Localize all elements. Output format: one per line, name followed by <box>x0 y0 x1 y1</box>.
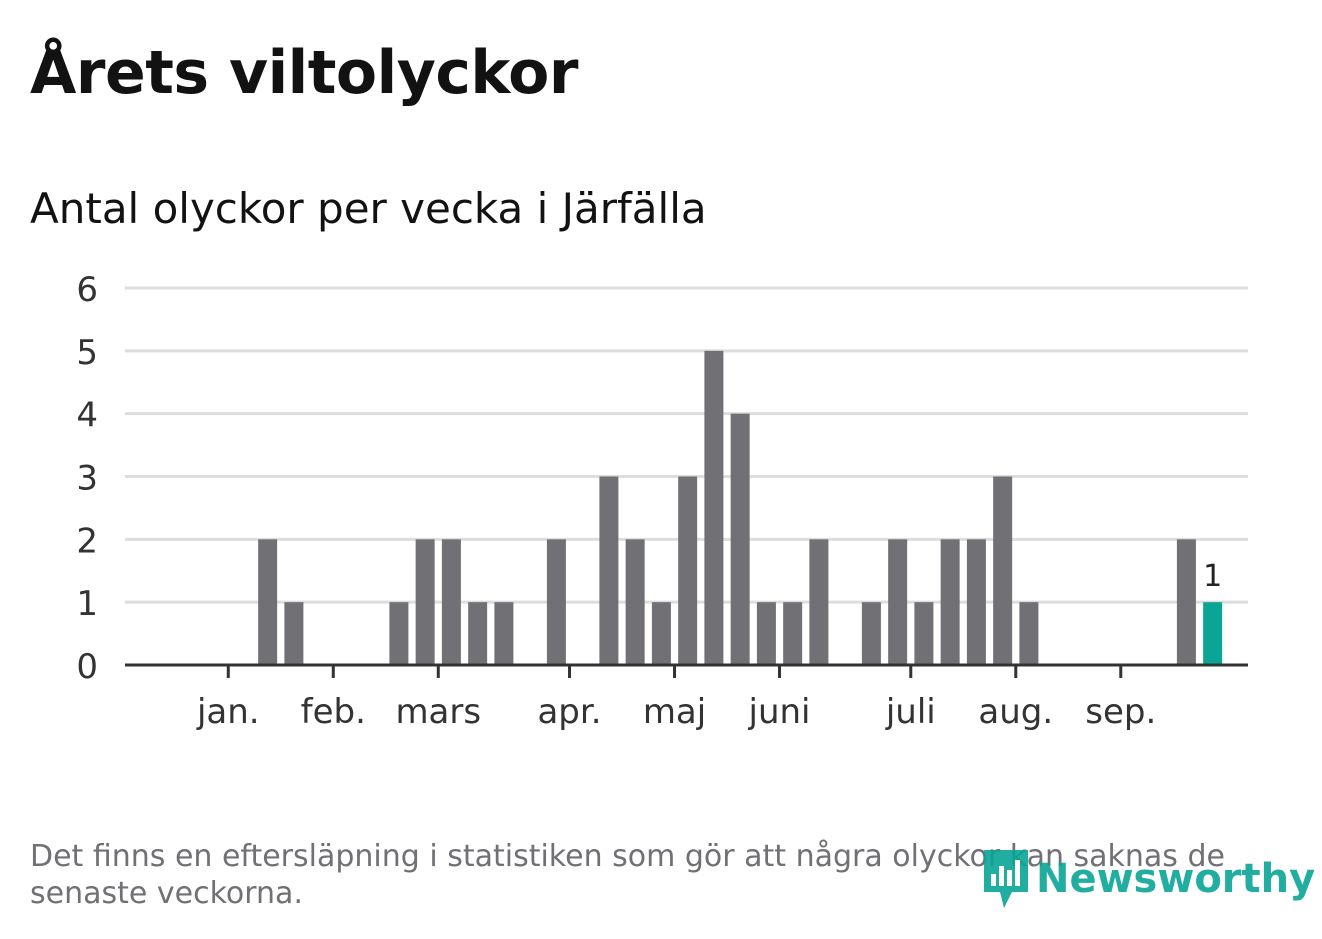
chart-subtitle: Antal olyckor per vecka i Järfälla <box>30 184 707 233</box>
y-tick-label: 3 <box>76 459 98 499</box>
bar <box>284 602 304 665</box>
bar <box>783 602 803 665</box>
x-tick-label: maj <box>643 692 706 732</box>
x-tick-label: jan. <box>196 692 260 732</box>
data-label: 1 <box>1203 559 1222 594</box>
x-tick-label: mars <box>395 692 481 732</box>
bar <box>730 413 750 665</box>
bar <box>888 539 908 665</box>
y-tick-label: 2 <box>76 521 98 561</box>
bar <box>546 539 566 665</box>
bar <box>861 602 881 665</box>
brand-logo: Newsworthy <box>982 848 1315 910</box>
x-tick-label: sep. <box>1085 692 1156 732</box>
bar <box>441 539 461 665</box>
bar <box>415 539 435 665</box>
bar <box>1176 539 1196 665</box>
y-axis-ticks: 0 1 2 3 4 5 6 <box>76 270 98 687</box>
bar <box>914 602 934 665</box>
bar <box>258 539 278 665</box>
data-labels: 1 <box>1203 559 1222 594</box>
bar <box>599 476 619 665</box>
bar-chart: 0 1 2 3 4 5 6 jan. feb. mars apr. maj juni juli aug. s… <box>76 270 1248 732</box>
brand-name: Newsworthy <box>1036 856 1316 902</box>
x-tick-label: juni <box>748 692 811 732</box>
bar <box>966 539 986 665</box>
bar <box>704 350 724 665</box>
y-tick-label: 4 <box>76 396 98 436</box>
bar <box>389 602 409 665</box>
bar <box>651 602 671 665</box>
bar <box>756 602 776 665</box>
bars <box>258 350 1223 665</box>
y-tick-label: 0 <box>76 647 98 687</box>
x-tick-label: apr. <box>537 692 601 732</box>
bar-highlight <box>1203 602 1223 665</box>
y-tick-label: 5 <box>76 333 98 373</box>
y-tick-label: 6 <box>76 270 98 310</box>
x-tick-label: juli <box>885 692 936 732</box>
newsworthy-logo-icon <box>984 850 1028 908</box>
bar <box>494 602 514 665</box>
bar <box>809 539 829 665</box>
chart-title: Årets viltolyckor <box>30 38 579 108</box>
x-tick-label: feb. <box>301 692 366 732</box>
bar <box>1019 602 1039 665</box>
bar <box>940 539 960 665</box>
bar <box>993 476 1013 665</box>
x-axis-ticks: jan. feb. mars apr. maj juni juli aug. sep. <box>196 665 1156 732</box>
x-tick-label: aug. <box>978 692 1053 732</box>
bar <box>678 476 698 665</box>
bar <box>625 539 645 665</box>
bar <box>468 602 488 665</box>
y-tick-label: 1 <box>76 584 98 624</box>
